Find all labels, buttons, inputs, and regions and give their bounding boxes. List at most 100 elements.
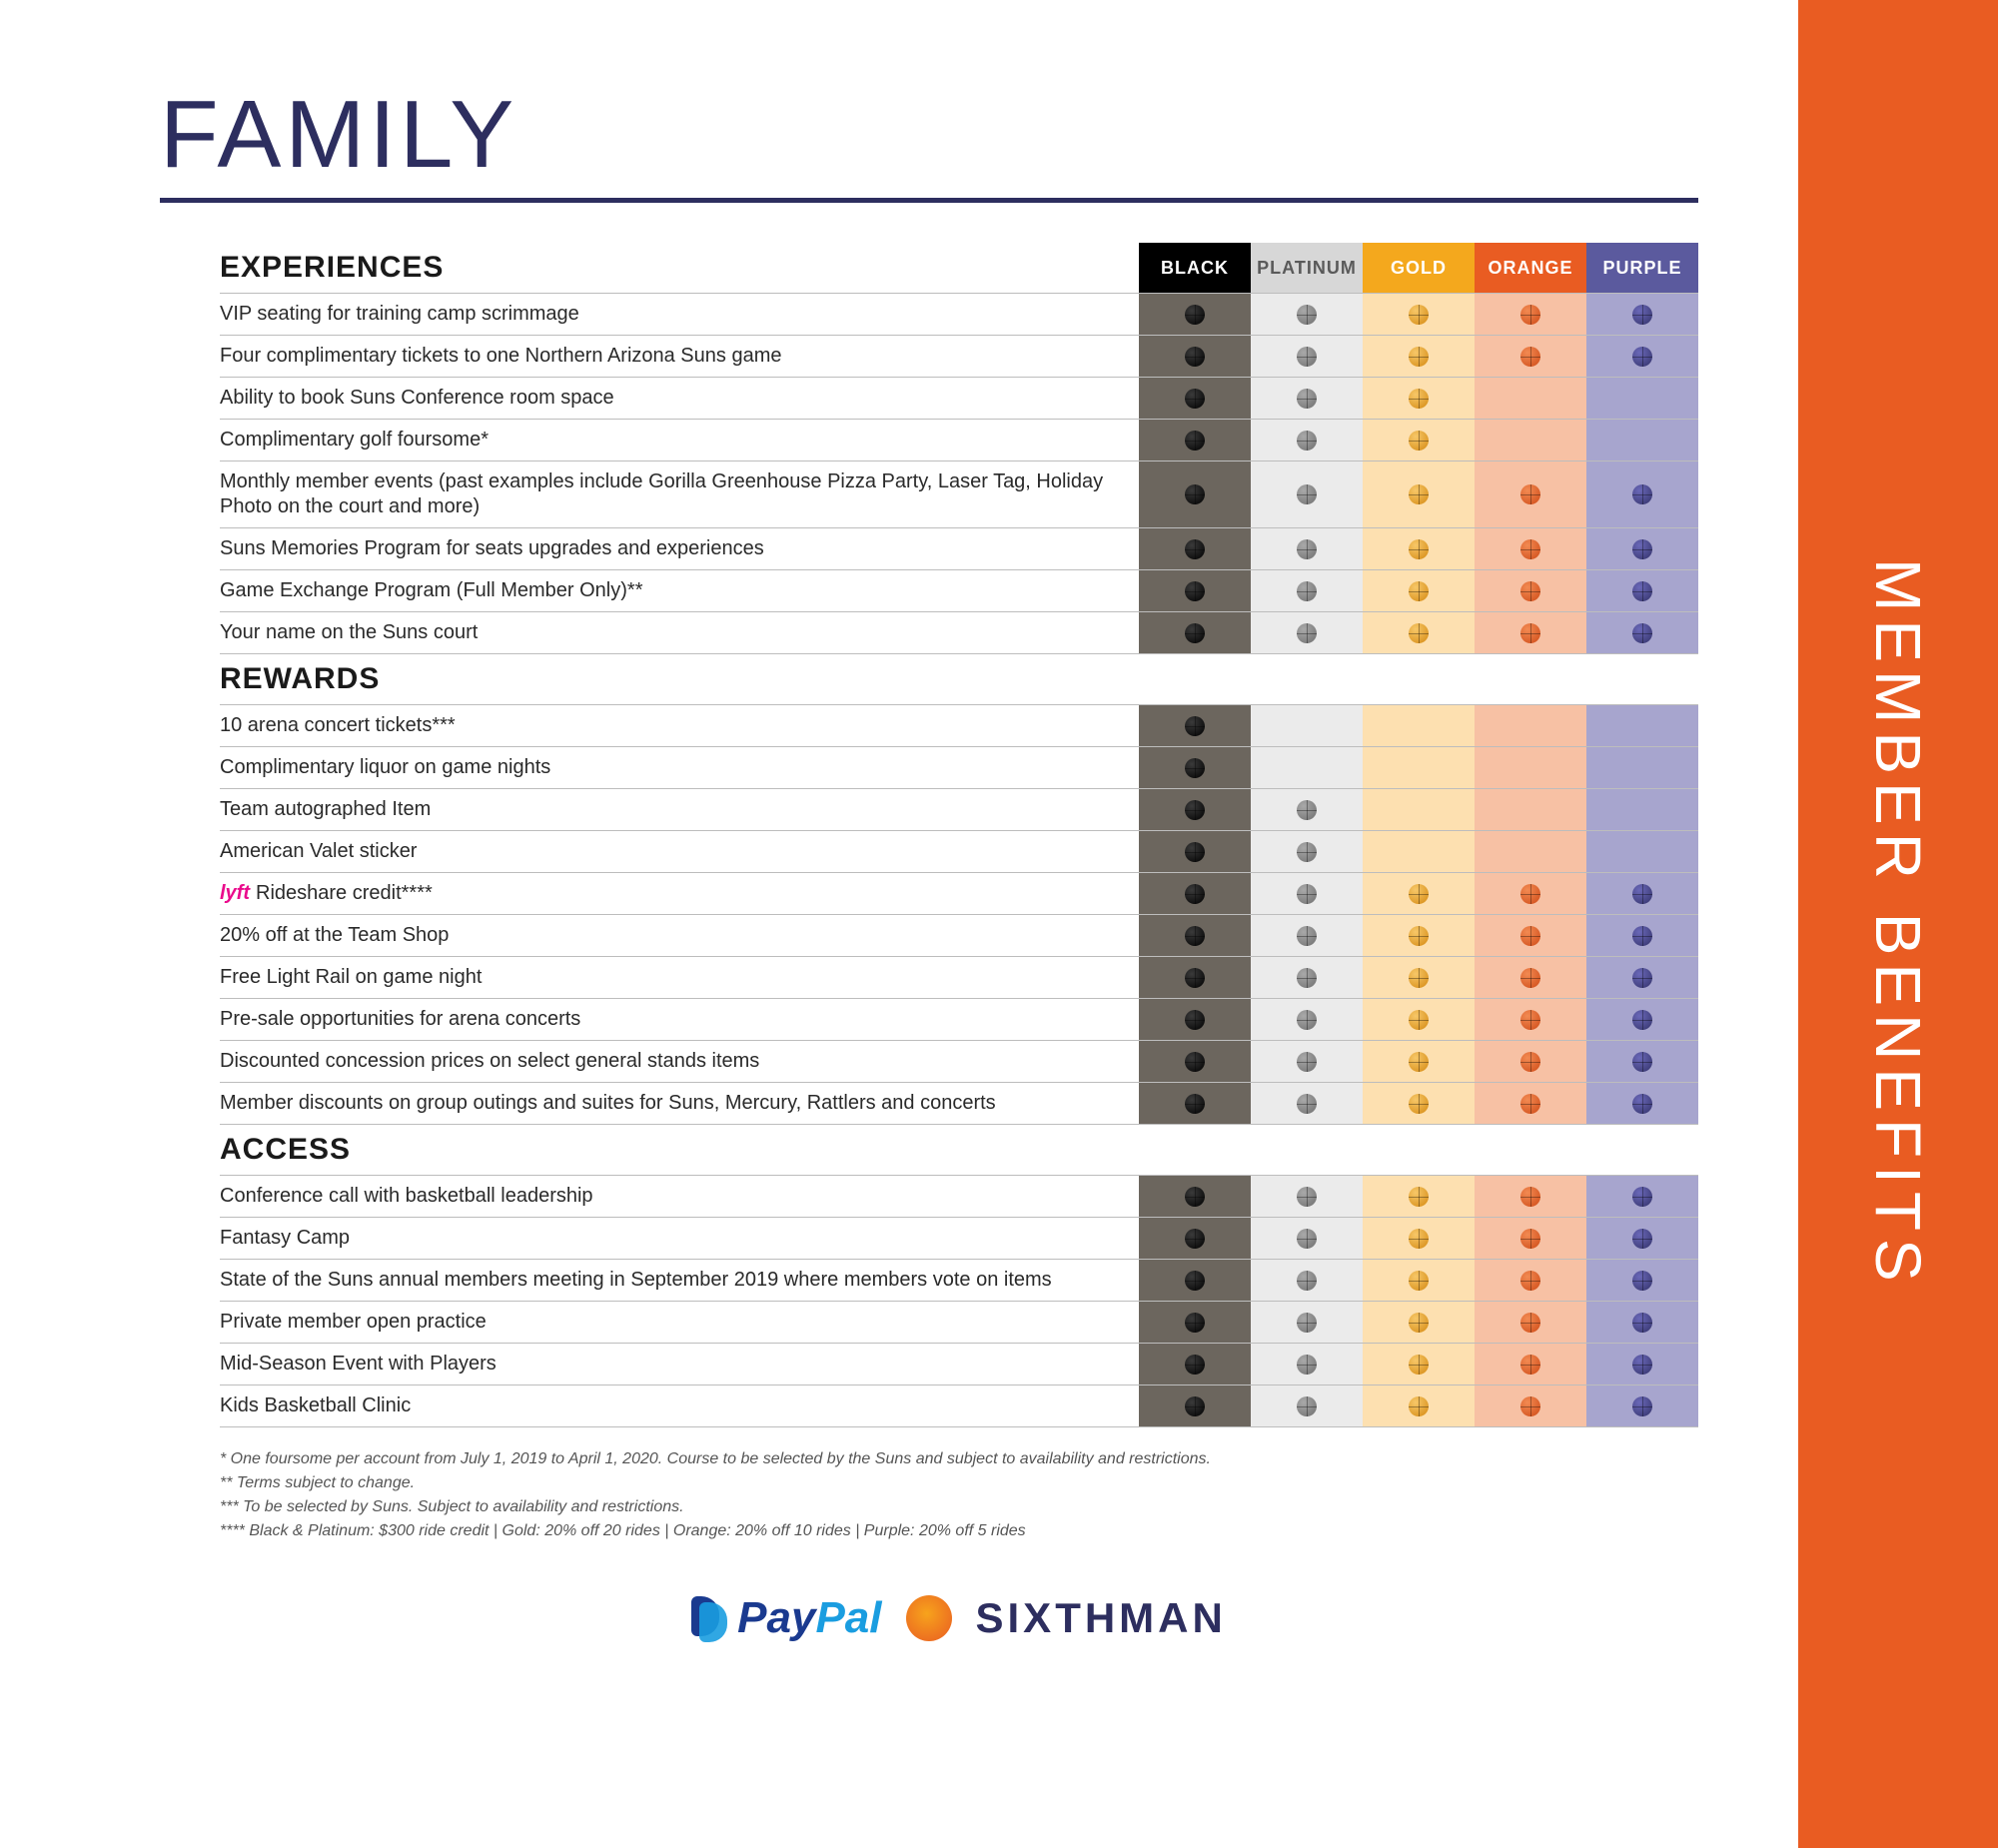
tier-cell-black [1139,915,1251,957]
basketball-icon [1185,1094,1205,1114]
tier-cell-black [1139,1083,1251,1125]
basketball-icon [1632,1271,1652,1291]
basketball-icon [1409,347,1429,367]
tier-cell-orange [1475,747,1586,789]
basketball-icon [1297,968,1317,988]
tier-header-purple: PURPLE [1586,243,1698,294]
tier-cell-orange [1475,294,1586,336]
tier-cell-orange [1475,1176,1586,1218]
table-row: Four complimentary tickets to one Northe… [220,336,1698,378]
row-label: Complimentary liquor on game nights [220,747,1139,789]
tier-cell-platinum [1251,789,1363,831]
row-label: Kids Basketball Clinic [220,1386,1139,1427]
table-row: American Valet sticker [220,831,1698,873]
tier-cell-gold [1363,612,1475,654]
tier-cell-platinum [1251,705,1363,747]
basketball-icon [1632,1052,1652,1072]
tier-header-purple [1586,654,1698,705]
tier-cell-purple [1586,1302,1698,1344]
basketball-icon [1297,623,1317,643]
tier-cell-black [1139,1218,1251,1260]
table-row: Free Light Rail on game night [220,957,1698,999]
row-label: State of the Suns annual members meeting… [220,1260,1139,1302]
tier-cell-black [1139,705,1251,747]
basketball-icon [1520,1094,1540,1114]
basketball-icon [1185,800,1205,820]
tier-cell-gold [1363,999,1475,1041]
tier-cell-black [1139,294,1251,336]
tier-cell-platinum [1251,1344,1363,1386]
page-title: FAMILY [160,80,1698,203]
tier-cell-platinum [1251,747,1363,789]
tier-cell-purple [1586,336,1698,378]
tier-cell-platinum [1251,462,1363,528]
tier-header-black: BLACK [1139,243,1251,294]
basketball-icon [1409,926,1429,946]
basketball-icon [1185,1010,1205,1030]
basketball-icon [1520,1313,1540,1333]
suns-logo-icon [906,1595,952,1641]
paypal-pay: Pay [737,1593,815,1643]
tier-cell-black [1139,831,1251,873]
basketball-icon [1632,884,1652,904]
basketball-icon [1297,539,1317,559]
basketball-icon [1632,347,1652,367]
tier-cell-orange [1475,1344,1586,1386]
basketball-icon [1297,484,1317,504]
tier-cell-black [1139,873,1251,915]
table-row: VIP seating for training camp scrimmage [220,294,1698,336]
row-label: American Valet sticker [220,831,1139,873]
footnote-line: ** Terms subject to change. [220,1471,1698,1495]
basketball-icon [1632,1229,1652,1249]
tier-cell-purple [1586,570,1698,612]
table-row: Pre-sale opportunities for arena concert… [220,999,1698,1041]
tier-cell-platinum [1251,957,1363,999]
row-label: Member discounts on group outings and su… [220,1083,1139,1125]
basketball-icon [1632,1355,1652,1375]
tier-cell-platinum [1251,1083,1363,1125]
tier-cell-gold [1363,570,1475,612]
tier-cell-black [1139,420,1251,462]
table-row: Your name on the Suns court [220,612,1698,654]
basketball-icon [1297,347,1317,367]
table-row: Conference call with basketball leadersh… [220,1176,1698,1218]
paypal-logo: PayPal [691,1593,881,1643]
row-label: Game Exchange Program (Full Member Only)… [220,570,1139,612]
tier-cell-gold [1363,915,1475,957]
row-label: Team autographed Item [220,789,1139,831]
tier-cell-platinum [1251,1176,1363,1218]
tier-header-platinum [1251,1125,1363,1176]
tier-header-gold: GOLD [1363,243,1475,294]
tier-cell-platinum [1251,528,1363,570]
footnote-line: * One foursome per account from July 1, … [220,1447,1698,1471]
tier-cell-purple [1586,528,1698,570]
tier-header-gold [1363,1125,1475,1176]
row-label: VIP seating for training camp scrimmage [220,294,1139,336]
tier-cell-platinum [1251,1041,1363,1083]
table-row: Kids Basketball Clinic [220,1386,1698,1427]
table-row: Suns Memories Program for seats upgrades… [220,528,1698,570]
tier-cell-orange [1475,1041,1586,1083]
tier-cell-gold [1363,294,1475,336]
section-title: EXPERIENCES [220,243,1139,294]
tier-cell-purple [1586,462,1698,528]
basketball-icon [1409,1010,1429,1030]
basketball-icon [1632,1094,1652,1114]
tier-cell-orange [1475,831,1586,873]
basketball-icon [1297,389,1317,409]
basketball-icon [1185,389,1205,409]
basketball-icon [1185,1355,1205,1375]
table-row: Private member open practice [220,1302,1698,1344]
basketball-icon [1185,305,1205,325]
basketball-icon [1632,539,1652,559]
logo-row: PayPal SIXTHMAN [220,1593,1698,1643]
basketball-icon [1297,1396,1317,1416]
basketball-icon [1520,926,1540,946]
basketball-icon [1185,1271,1205,1291]
row-label: Mid-Season Event with Players [220,1344,1139,1386]
tier-cell-purple [1586,873,1698,915]
tier-cell-purple [1586,378,1698,420]
basketball-icon [1409,1271,1429,1291]
tier-cell-purple [1586,831,1698,873]
row-label: Ability to book Suns Conference room spa… [220,378,1139,420]
